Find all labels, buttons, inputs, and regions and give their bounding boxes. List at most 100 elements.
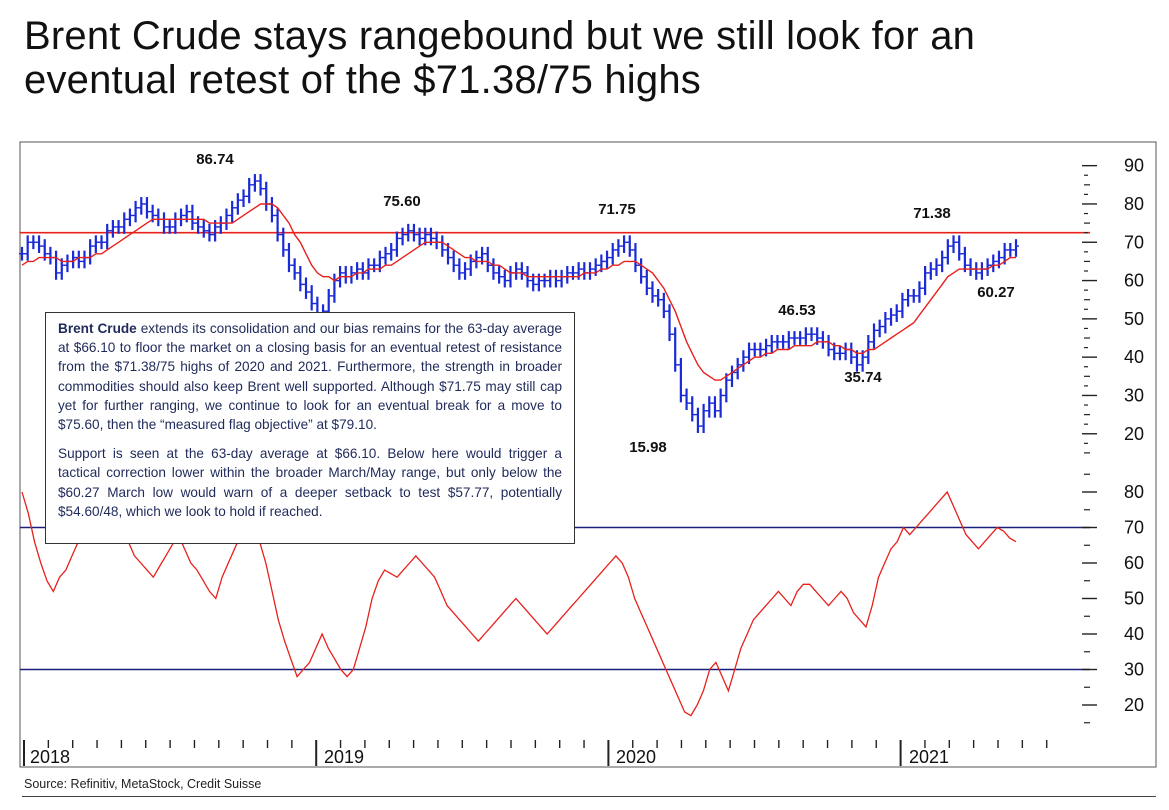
price-bar [638,258,645,284]
price-bar [507,266,514,288]
price-bar [285,243,292,273]
source-note: Source: Refinitiv, MetaStock, Credit Sui… [24,777,262,791]
price-tick-label: 40 [1124,347,1144,367]
chart-title-line-2: eventual retest of the $71.38/75 highs [24,58,701,102]
price-bar [905,288,912,307]
momentum-tick-label: 50 [1124,589,1144,609]
price-bar [274,208,281,242]
price-bar [87,239,94,265]
price-bar [416,227,423,246]
price-bar [587,262,593,280]
price-bar [303,277,309,299]
price-bar [251,174,258,192]
price-bar [569,266,576,280]
price-bar [666,304,673,342]
price-bar [354,262,361,280]
price-bar [621,235,628,253]
price-bar [1013,239,1019,257]
price-bar [456,258,463,280]
price-bar [649,281,656,303]
price-bar [933,258,940,276]
year-label: 2019 [324,747,364,767]
price-bar [98,235,105,250]
commentary-box: Brent Crude extends its consolidation an… [45,312,575,544]
price-bar [655,288,662,307]
price-bar [547,269,554,288]
price-tick-label: 70 [1124,232,1144,252]
commentary-lead: Brent Crude [58,321,137,336]
price-bar [672,327,679,372]
price-bar [558,269,565,288]
momentum-tick-label: 20 [1124,695,1144,715]
price-bar [53,250,60,280]
price-bar [257,174,264,196]
price-bar [24,235,31,261]
price-bar [280,227,287,257]
price-bar [439,235,446,257]
price-bar [263,181,270,211]
price-bar [700,403,707,433]
price-bar [774,334,781,349]
price-bar [802,327,809,345]
price-annotation: 15.98 [629,439,667,456]
price-annotation: 71.75 [598,201,636,218]
price-bar [643,269,650,296]
price-bar [871,323,877,349]
price-bar [64,254,71,273]
price-bar [450,250,457,273]
price-bar [791,331,798,345]
price-bar [462,262,469,280]
price-bar [819,331,826,349]
price-bar [223,208,230,231]
price-bar [910,288,917,303]
price-bar [393,231,400,257]
price-bar [399,227,406,246]
price-bar [1007,243,1014,257]
price-bar [166,220,173,234]
price-bar [297,266,304,292]
price-bar [92,235,99,253]
price-bar [115,220,122,234]
price-bar [564,266,571,284]
annotations: 86.74 75.60 71.75 46.53 35.74 15.98 71.38 60.27 [196,151,1015,456]
commentary-paragraph-2: Support is seen at the 63-day average at… [58,446,562,519]
price-bar [961,246,968,273]
price-annotation: 71.38 [913,205,951,222]
price-bar [882,311,889,334]
price-bar [490,258,497,280]
price-bar [888,308,895,326]
price-annotation: 35.74 [844,369,882,386]
average-line [21,203,1016,381]
price-annotation: 86.74 [196,151,234,168]
year-label: 2018 [30,747,70,767]
price-bar [81,250,88,269]
price-panel [19,174,1090,433]
price-bar [200,220,207,238]
price-bar [797,331,804,345]
price-annotation: 60.27 [977,284,1015,301]
chart-title: Brent Crude stays rangebound but we stil… [24,14,1144,102]
price-tick-label: 60 [1124,271,1144,291]
price-bar [950,235,957,253]
price-bar [132,200,139,223]
price-bar [944,239,951,265]
price-bar [268,197,275,223]
price-bar [939,250,946,273]
price-bar [331,273,338,303]
price-bar [677,357,684,403]
price-bar [922,266,929,296]
price-tick-label: 30 [1124,385,1144,405]
price-bar [706,396,713,418]
price-bar [172,212,179,234]
price-bar [717,388,724,418]
price-bar [842,342,849,361]
price-bar [405,223,412,242]
chart-title-line-1: Brent Crude stays rangebound but we stil… [24,14,976,58]
price-bar [604,250,611,269]
price-bar [729,365,735,388]
price-bar [848,342,855,365]
price-bar [19,246,25,261]
price-bar [206,223,213,242]
price-bar [825,334,832,357]
price-bar [513,262,520,280]
